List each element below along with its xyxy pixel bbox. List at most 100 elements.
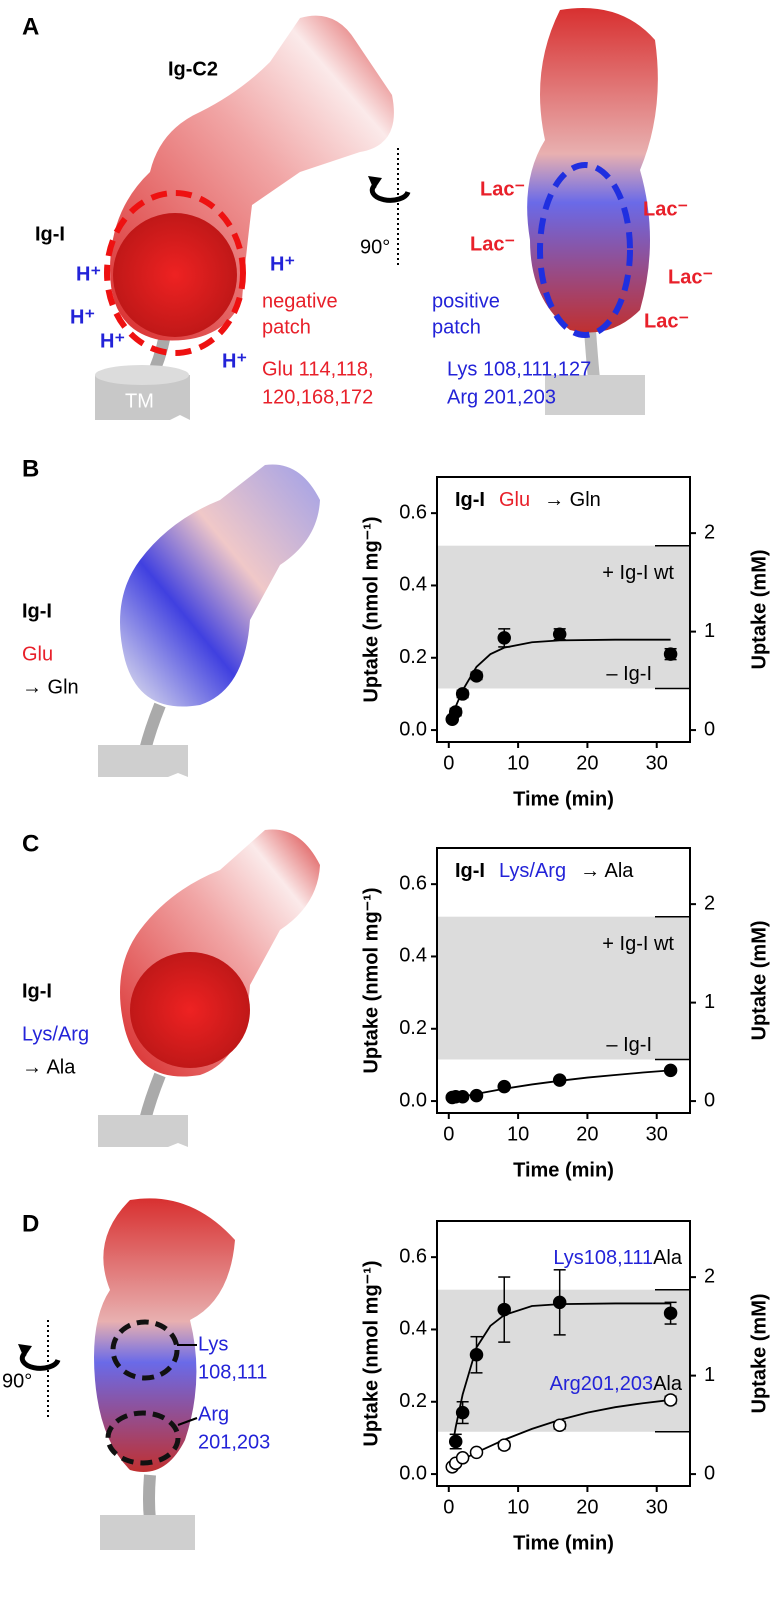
lactate: Lac⁻ xyxy=(644,310,689,332)
data-point xyxy=(497,631,511,645)
proton: H⁺ xyxy=(222,350,247,372)
y-tick-label: 0.0 xyxy=(399,718,427,740)
band-label: + Ig-I wt xyxy=(602,562,674,584)
y2-tick-label: 2 xyxy=(704,521,715,543)
y-tick-label: 0.6 xyxy=(399,501,427,523)
lactate: Lac⁻ xyxy=(480,178,525,200)
plot-frame xyxy=(436,1220,691,1487)
x-tick-label: 0 xyxy=(443,1496,454,1518)
y-tick-label: 0.0 xyxy=(399,1462,427,1484)
lactate: Lac⁻ xyxy=(668,266,713,288)
data-point xyxy=(663,1306,678,1320)
data-point xyxy=(448,705,463,719)
patch-label: patch xyxy=(432,316,481,338)
mutation: → Ala xyxy=(22,1056,76,1078)
y-tick-label: 0.4 xyxy=(399,1318,427,1340)
patch-label: negative xyxy=(262,290,338,312)
domain-label: Ig-C2 xyxy=(168,58,218,80)
patch-label: positive xyxy=(432,290,500,312)
data-point xyxy=(469,669,484,683)
x-tick-label: 10 xyxy=(507,1496,529,1518)
annotation-part: Ala xyxy=(653,1247,683,1269)
x-tick-label: 20 xyxy=(576,1496,598,1518)
residue-list: Arg 201,203 xyxy=(447,386,556,408)
annotation-part: Ig-I xyxy=(455,860,485,882)
lactate: Lac⁻ xyxy=(470,233,515,255)
proton: H⁺ xyxy=(100,330,125,352)
y-tick-label: 0.6 xyxy=(399,1245,427,1267)
annotation: Lys108,111Ala xyxy=(553,1247,683,1269)
band-label: – Ig-I xyxy=(606,1034,652,1056)
panel-text: A Ig-C2 Ig-I H⁺ H⁺ H⁺ H⁺ H⁺ 90° negative… xyxy=(2,13,713,1453)
band-label: – Ig-I xyxy=(606,663,652,685)
y-axis-label: Uptake (nmol mg⁻¹) xyxy=(360,887,382,1073)
domain-label: Ig-I xyxy=(35,223,65,245)
y-tick-label: 0.2 xyxy=(399,646,427,668)
y-tick-label: 0.2 xyxy=(399,1390,427,1412)
data-point xyxy=(455,1405,470,1420)
data-point xyxy=(469,1445,484,1460)
x-tick-label: 20 xyxy=(576,752,598,774)
data-point xyxy=(552,1295,567,1310)
annotation-part: → Gln xyxy=(544,489,601,511)
x-tick-label: 10 xyxy=(507,752,529,774)
residue-list: Glu 114,118, xyxy=(262,358,374,380)
y-tick-label: 0.2 xyxy=(399,1017,427,1039)
patch-label: patch xyxy=(262,316,311,338)
domain-label: Ig-I xyxy=(22,980,52,1002)
y-tick-label: 0.4 xyxy=(399,574,427,596)
residue-list: 120,168,172 xyxy=(262,386,373,408)
x-axis-label: Time (min) xyxy=(513,788,614,810)
data-point xyxy=(469,1088,484,1103)
data-point xyxy=(455,687,470,701)
y2-tick-label: 2 xyxy=(704,892,715,914)
data-point xyxy=(663,1393,678,1407)
residue: 201,203 xyxy=(198,1431,270,1453)
y-axis-label: Uptake (nmol mg⁻¹) xyxy=(360,1260,382,1446)
y-axis-label: Uptake (nmol mg⁻¹) xyxy=(360,516,382,702)
y2-axis-label: Uptake (mM) xyxy=(748,549,770,669)
residue: Arg xyxy=(198,1403,229,1425)
panel-label: D xyxy=(22,1210,39,1237)
band-label: + Ig-I wt xyxy=(602,933,674,955)
x-tick-label: 0 xyxy=(443,1123,454,1145)
y2-tick-label: 0 xyxy=(704,1462,715,1484)
data-point xyxy=(497,1302,511,1317)
y-tick-label: 0.6 xyxy=(399,872,427,894)
proton: H⁺ xyxy=(76,263,101,285)
y-tick-label: 0.0 xyxy=(399,1089,427,1111)
panel-label: B xyxy=(22,455,39,482)
x-tick-label: 0 xyxy=(443,752,454,774)
data-point xyxy=(663,647,678,661)
x-tick-label: 30 xyxy=(646,1123,668,1145)
annotation: Ig-I Glu → Gln xyxy=(455,489,601,511)
y2-tick-label: 2 xyxy=(704,1265,715,1287)
rotation-label: 90° xyxy=(2,1370,32,1392)
y2-tick-label: 1 xyxy=(704,620,715,642)
plot-frame xyxy=(436,847,691,1114)
annotation-part: Ala xyxy=(653,1373,683,1395)
proton: H⁺ xyxy=(270,253,295,275)
y2-tick-label: 1 xyxy=(704,1364,715,1386)
x-tick-label: 10 xyxy=(507,1123,529,1145)
residue: Lys xyxy=(198,1333,228,1355)
annotation-part: Lys108,111 xyxy=(553,1247,653,1269)
x-axis-label: Time (min) xyxy=(513,1532,614,1554)
rotation-label: 90° xyxy=(360,236,390,258)
y2-axis-label: Uptake (mM) xyxy=(748,920,770,1040)
plot-frame xyxy=(436,476,691,743)
residue: Glu xyxy=(22,643,53,665)
data-point xyxy=(663,1063,678,1078)
panel-label: C xyxy=(22,830,39,857)
x-axis-label: Time (min) xyxy=(513,1159,614,1181)
data-point xyxy=(552,1073,567,1087)
y-tick-label: 0.4 xyxy=(399,945,427,967)
data-point xyxy=(455,1451,470,1465)
y2-axis-label: Uptake (mM) xyxy=(748,1293,770,1413)
molecule-art xyxy=(18,8,658,1550)
domain-label: Ig-I xyxy=(22,600,52,622)
annotation-part: Ig-I xyxy=(455,489,485,511)
y2-tick-label: 0 xyxy=(704,1089,715,1111)
annotation-part: Arg201,203 xyxy=(550,1373,653,1395)
